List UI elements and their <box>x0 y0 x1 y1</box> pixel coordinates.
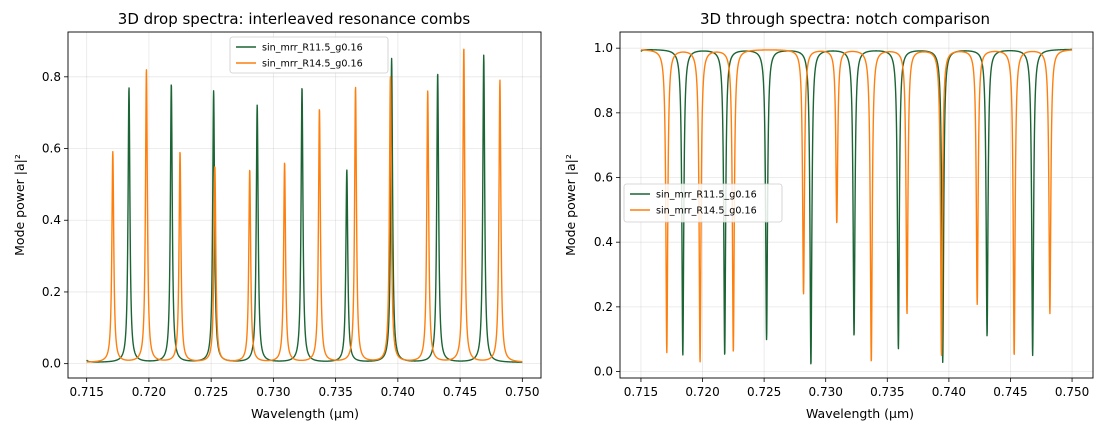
legend: sin_mrr_R11.5_g0.16 sin_mrr_R14.5_g0.16 <box>623 183 783 223</box>
x-tick-label: 0.715 <box>624 385 658 399</box>
y-axis-ticks: 0.0 0.2 0.4 0.6 0.8 <box>42 70 68 371</box>
axes-frame <box>619 31 1094 379</box>
axes-frame <box>67 31 542 379</box>
y-tick-label: 0.2 <box>594 300 613 314</box>
y-axis-ticks: 0.0 0.2 0.4 0.6 0.8 1.0 <box>594 41 620 379</box>
y-axis-label: Mode power |a|² <box>563 154 578 256</box>
chart-title: 3D drop spectra: interleaved resonance c… <box>118 10 471 28</box>
x-axis-label: Wavelength (µm) <box>806 406 914 421</box>
x-tick-label: 0.735 <box>870 385 904 399</box>
drop-spectra-panel: 3D drop spectra: interleaved resonance c… <box>12 10 542 421</box>
y-tick-label: 0.4 <box>42 213 61 227</box>
x-axis-ticks: 0.715 0.720 0.725 0.730 0.735 0.740 0.745 0.750 <box>69 378 540 399</box>
y-tick-label: 0.8 <box>594 106 613 120</box>
plot-area <box>86 48 523 363</box>
y-tick-label: 0.6 <box>42 142 61 156</box>
x-axis-label: Wavelength (µm) <box>251 406 359 421</box>
y-axis-label: Mode power |a|² <box>12 154 27 256</box>
y-tick-label: 1.0 <box>594 41 613 55</box>
legend-entry: sin_mrr_R11.5_g0.16 <box>656 190 757 201</box>
x-tick-label: 0.715 <box>69 385 103 399</box>
y-tick-label: 0.8 <box>42 70 61 84</box>
x-tick-label: 0.720 <box>132 385 166 399</box>
x-tick-label: 0.745 <box>443 385 477 399</box>
x-axis-ticks: 0.715 0.720 0.725 0.730 0.735 0.740 0.745 0.750 <box>624 378 1089 399</box>
y-tick-label: 0.6 <box>594 171 613 185</box>
legend: sin_mrr_R11.5_g0.16 sin_mrr_R14.5_g0.16 <box>229 36 389 74</box>
y-tick-label: 0.0 <box>42 357 61 371</box>
plot-area <box>640 48 1073 365</box>
x-tick-label: 0.725 <box>194 385 228 399</box>
series-line-1 <box>86 54 523 363</box>
legend-entry: sin_mrr_R11.5_g0.16 <box>262 43 363 54</box>
x-tick-label: 0.740 <box>932 385 966 399</box>
x-tick-label: 0.750 <box>1055 385 1089 399</box>
x-tick-label: 0.730 <box>256 385 290 399</box>
through-spectra-panel: 3D through spectra: notch comparison 0.7… <box>563 10 1094 421</box>
x-tick-label: 0.750 <box>505 385 539 399</box>
legend-box <box>229 36 389 74</box>
chart-title: 3D through spectra: notch comparison <box>700 10 990 28</box>
x-tick-label: 0.720 <box>685 385 719 399</box>
x-tick-label: 0.725 <box>747 385 781 399</box>
x-tick-label: 0.735 <box>318 385 352 399</box>
x-tick-label: 0.730 <box>809 385 843 399</box>
legend-box <box>623 183 783 223</box>
series-line-2 <box>86 48 523 363</box>
y-tick-label: 0.2 <box>42 285 61 299</box>
y-tick-label: 0.0 <box>594 365 613 379</box>
series-line-2 <box>640 49 1073 363</box>
x-tick-label: 0.745 <box>993 385 1027 399</box>
y-tick-label: 0.4 <box>594 235 613 249</box>
legend-entry: sin_mrr_R14.5_g0.16 <box>262 59 363 70</box>
x-tick-label: 0.740 <box>381 385 415 399</box>
legend-entry: sin_mrr_R14.5_g0.16 <box>656 206 757 217</box>
